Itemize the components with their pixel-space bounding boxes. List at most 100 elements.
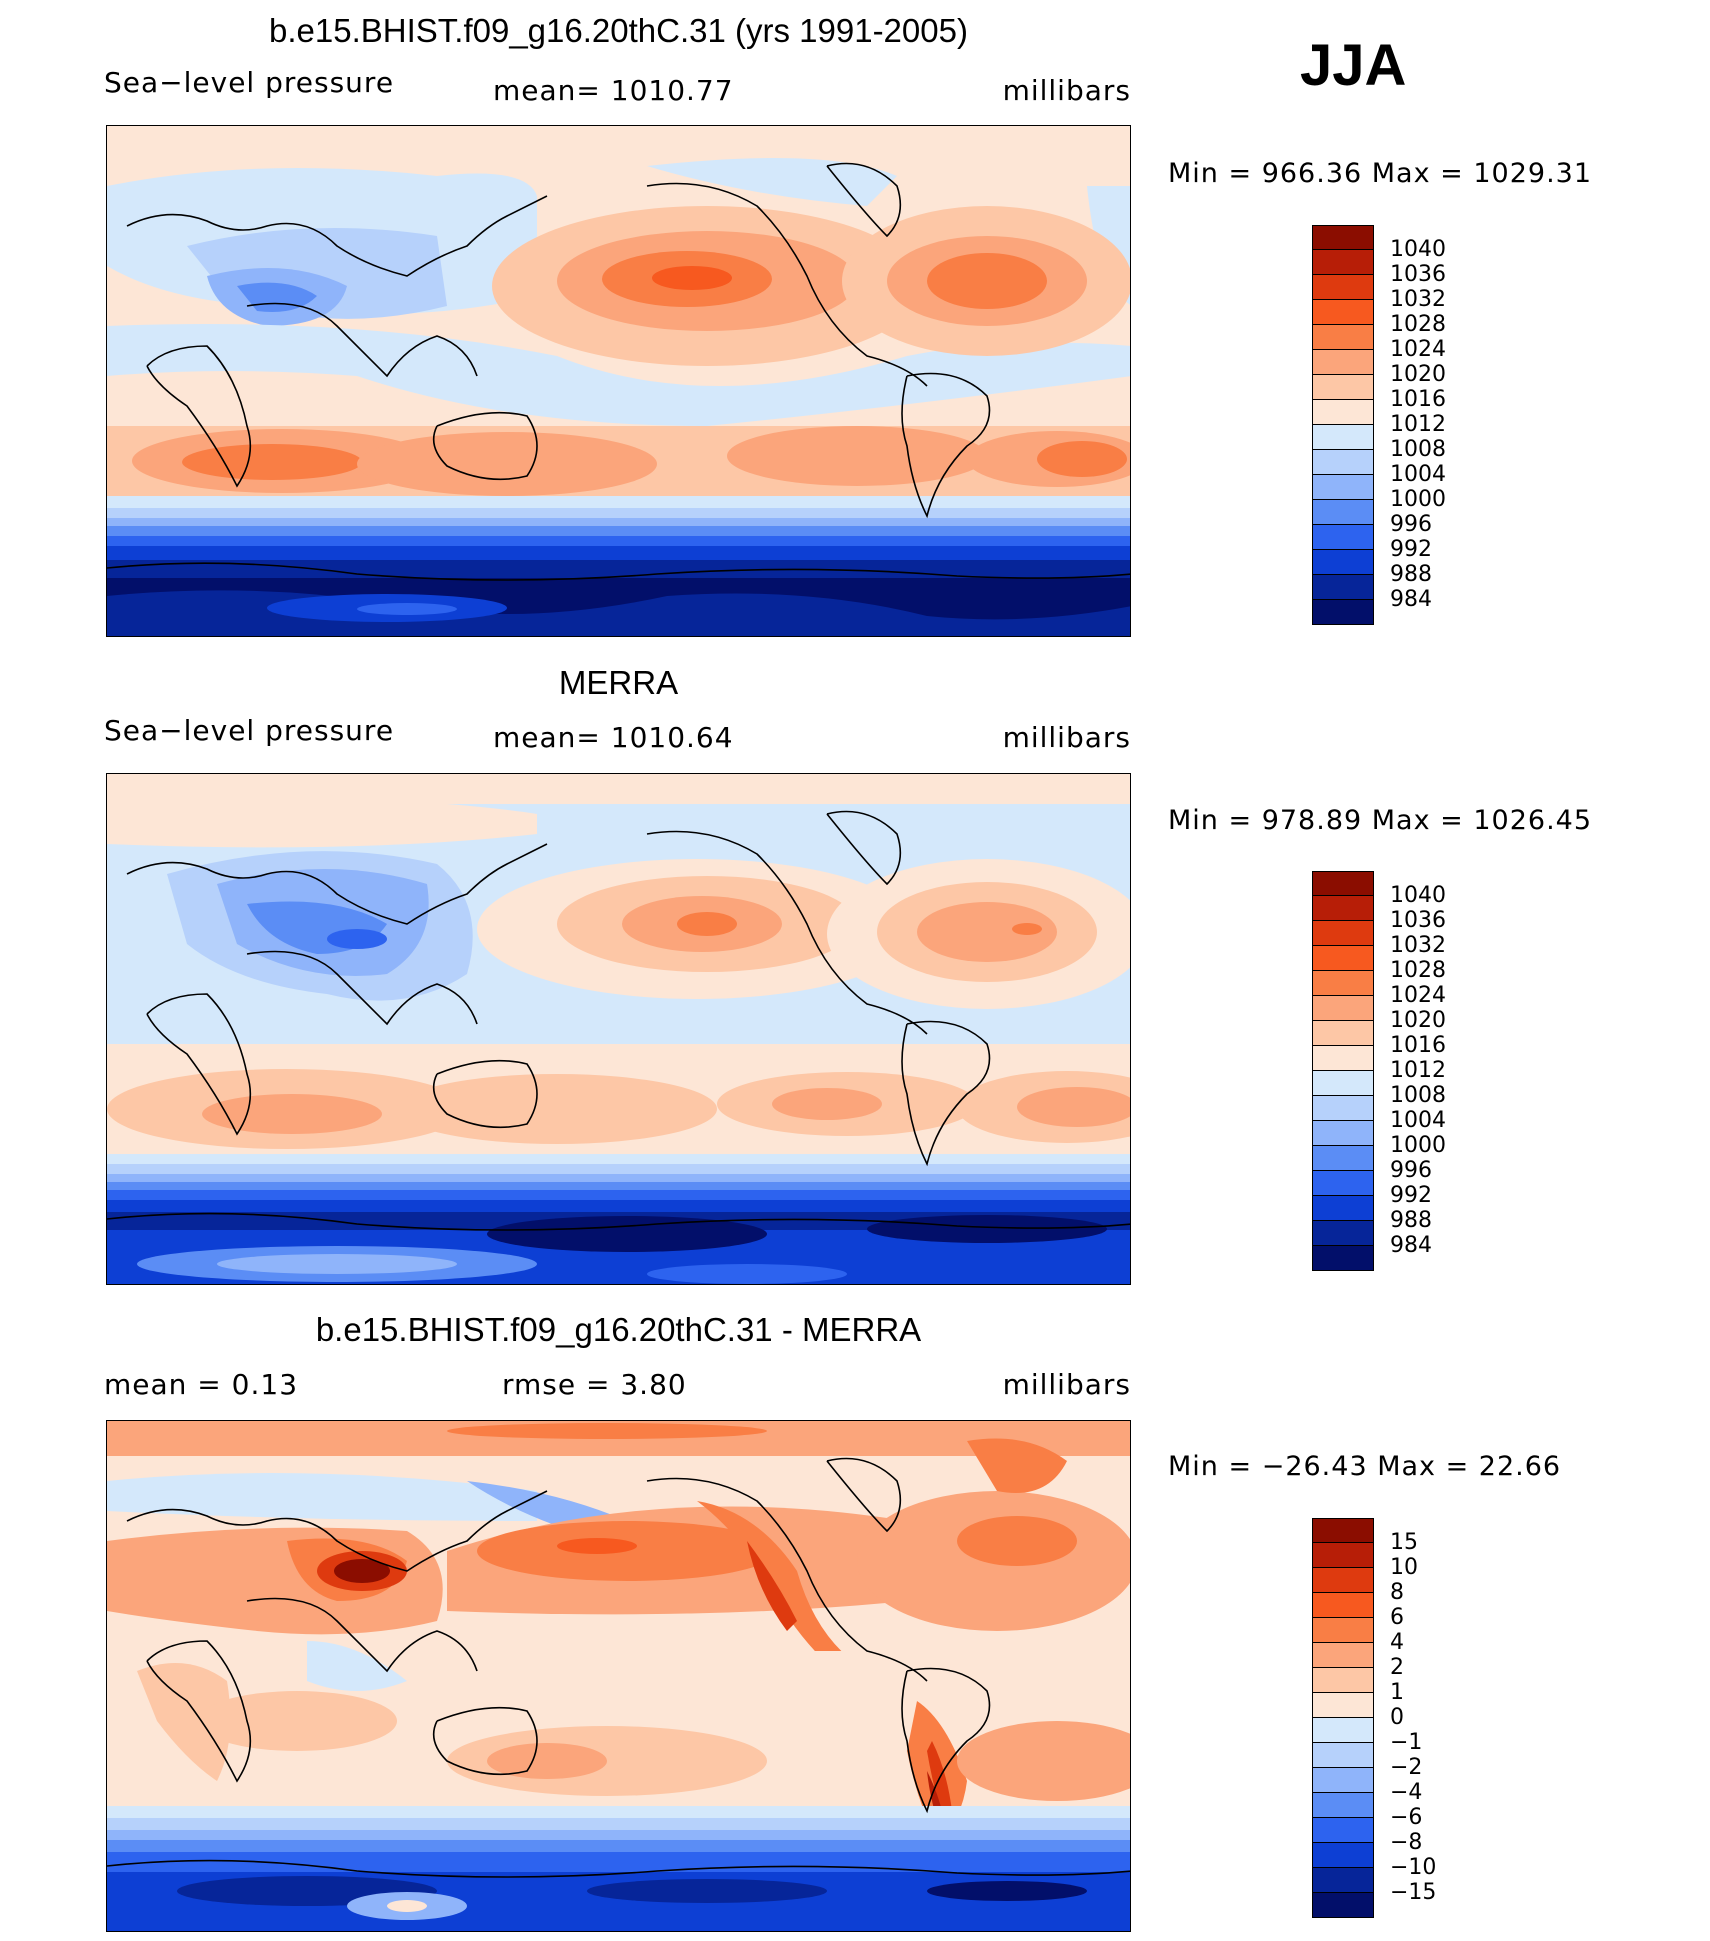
colorbar-swatch bbox=[1312, 400, 1374, 425]
map-field bbox=[107, 126, 1130, 636]
colorbar-swatch bbox=[1312, 946, 1374, 971]
colorbar-swatch bbox=[1312, 1543, 1374, 1568]
colorbar-label: 1036 bbox=[1390, 908, 1446, 933]
colorbar-label: −10 bbox=[1390, 1855, 1437, 1880]
colorbar-frame bbox=[1312, 1518, 1374, 1918]
colorbar-label: 1040 bbox=[1390, 237, 1446, 262]
colorbar-swatch bbox=[1312, 1593, 1374, 1618]
colorbar-label: 1008 bbox=[1390, 437, 1446, 462]
map-diff bbox=[106, 1420, 1131, 1932]
colorbar-swatch bbox=[1312, 275, 1374, 300]
colorbar-label: 8 bbox=[1390, 1580, 1404, 1605]
colorbar-label: 1032 bbox=[1390, 287, 1446, 312]
colorbar-swatch bbox=[1312, 1046, 1374, 1071]
colorbar-label: 1004 bbox=[1390, 462, 1446, 487]
colorbar-label: −6 bbox=[1390, 1805, 1423, 1830]
colorbar-swatch bbox=[1312, 550, 1374, 575]
colorbar-label: 1 bbox=[1390, 1680, 1404, 1705]
colorbar-swatch bbox=[1312, 1818, 1374, 1843]
colorbar-swatch bbox=[1312, 1121, 1374, 1146]
colorbar-label: 1020 bbox=[1390, 1008, 1446, 1033]
colorbar-swatch bbox=[1312, 325, 1374, 350]
colorbar-label: 1020 bbox=[1390, 362, 1446, 387]
colorbar-label: −1 bbox=[1390, 1730, 1423, 1755]
colorbar-swatch bbox=[1312, 1768, 1374, 1793]
colorbar-swatch bbox=[1312, 1246, 1374, 1271]
colorbar-swatch bbox=[1312, 971, 1374, 996]
colorbar-swatch bbox=[1312, 1668, 1374, 1693]
colorbar-label: 992 bbox=[1390, 537, 1432, 562]
colorbar-label: 1012 bbox=[1390, 1058, 1446, 1083]
colorbar-swatch bbox=[1312, 996, 1374, 1021]
colorbar-label: 15 bbox=[1390, 1530, 1418, 1555]
colorbar-label: 1000 bbox=[1390, 1133, 1446, 1158]
colorbar-label: 1004 bbox=[1390, 1108, 1446, 1133]
colorbar-swatch bbox=[1312, 500, 1374, 525]
colorbar-swatch bbox=[1312, 1718, 1374, 1743]
colorbar-swatch bbox=[1312, 375, 1374, 400]
colorbar-swatch bbox=[1312, 1096, 1374, 1121]
colorbar-swatch bbox=[1312, 225, 1374, 250]
colorbar-label: 1016 bbox=[1390, 387, 1446, 412]
colorbar-swatch bbox=[1312, 1021, 1374, 1046]
rmse-label: rmse = 3.80 bbox=[502, 1368, 687, 1401]
colorbar-swatch bbox=[1312, 921, 1374, 946]
season-label: JJA bbox=[1300, 33, 1407, 98]
colorbar-swatch bbox=[1312, 871, 1374, 896]
map-model bbox=[106, 125, 1131, 637]
colorbar-swatch bbox=[1312, 1893, 1374, 1918]
map-obs bbox=[106, 773, 1131, 1285]
colorbar-label: 984 bbox=[1390, 587, 1432, 612]
colorbar-label: 1040 bbox=[1390, 883, 1446, 908]
colorbar-diff: 15 10 8 6 4 2 1 0 −1 −2 −4 −6 −8 −10 −15 bbox=[1312, 1518, 1436, 1918]
minmax-label: Min = −26.43 Max = 22.66 bbox=[1168, 1451, 1562, 1482]
colorbar-swatch bbox=[1312, 1643, 1374, 1668]
colorbar-swatch bbox=[1312, 1221, 1374, 1246]
minmax-label: Min = 966.36 Max = 1029.31 bbox=[1168, 158, 1593, 189]
colorbar-swatch bbox=[1312, 575, 1374, 600]
map-field bbox=[107, 1421, 1130, 1931]
colorbar-label: 984 bbox=[1390, 1233, 1432, 1258]
colorbar-swatch bbox=[1312, 1618, 1374, 1643]
colorbar-label: 1036 bbox=[1390, 262, 1446, 287]
colorbar-label: 1028 bbox=[1390, 958, 1446, 983]
colorbar-swatch bbox=[1312, 1743, 1374, 1768]
colorbar-label: −2 bbox=[1390, 1755, 1423, 1780]
colorbar-swatch bbox=[1312, 475, 1374, 500]
colorbar-label: 992 bbox=[1390, 1183, 1432, 1208]
panel-title: MERRA bbox=[558, 664, 679, 701]
colorbar-label: 1032 bbox=[1390, 933, 1446, 958]
variable-label: Sea−level pressure bbox=[104, 66, 395, 99]
colorbar-frame bbox=[1312, 225, 1374, 625]
colorbar-swatch bbox=[1312, 350, 1374, 375]
colorbar-swatch bbox=[1312, 1518, 1374, 1543]
colorbar-swatch bbox=[1312, 300, 1374, 325]
colorbar-swatch bbox=[1312, 600, 1374, 625]
colorbar-swatch bbox=[1312, 1843, 1374, 1868]
colorbar-label: 996 bbox=[1390, 512, 1432, 537]
mean-label: mean= 1010.77 bbox=[493, 74, 734, 107]
colorbar-obs: 1040 1036 1032 1028 1024 1020 1016 1012 1008 1004… bbox=[1312, 871, 1446, 1271]
colorbar-swatch bbox=[1312, 250, 1374, 275]
panel-title: b.e15.BHIST.f09_g16.20thC.31 (yrs 1991-2… bbox=[269, 12, 968, 49]
colorbar-label: 1012 bbox=[1390, 412, 1446, 437]
colorbar-label: 988 bbox=[1390, 562, 1432, 587]
mean-label: mean= 1010.64 bbox=[493, 721, 734, 754]
mean-label: mean = 0.13 bbox=[104, 1368, 299, 1401]
units-label: millibars bbox=[1002, 1368, 1131, 1401]
colorbar-swatch bbox=[1312, 1793, 1374, 1818]
colorbar-label: −8 bbox=[1390, 1830, 1423, 1855]
panel-title: b.e15.BHIST.f09_g16.20thC.31 - MERRA bbox=[315, 1311, 922, 1348]
colorbar-label: 996 bbox=[1390, 1158, 1432, 1183]
colorbar-label: 1024 bbox=[1390, 983, 1446, 1008]
colorbar-label: −15 bbox=[1390, 1880, 1437, 1905]
colorbar-swatch bbox=[1312, 1071, 1374, 1096]
colorbar-swatch bbox=[1312, 1868, 1374, 1893]
minmax-label: Min = 978.89 Max = 1026.45 bbox=[1168, 805, 1593, 836]
colorbar-swatch bbox=[1312, 1196, 1374, 1221]
colorbar-label: 10 bbox=[1390, 1555, 1418, 1580]
colorbar-swatch bbox=[1312, 1146, 1374, 1171]
colorbar-label: −4 bbox=[1390, 1780, 1423, 1805]
colorbar-label: 1008 bbox=[1390, 1083, 1446, 1108]
colorbar-swatch bbox=[1312, 896, 1374, 921]
